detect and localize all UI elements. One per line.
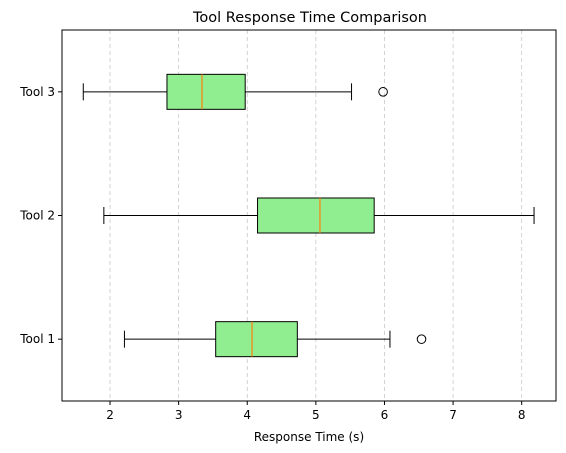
x-tick-label: 5 [312, 408, 320, 422]
box-plots [82, 73, 535, 358]
x-tick-label: 8 [518, 408, 526, 422]
y-axis-ticks: Tool 1 Tool 2 Tool 3 [19, 85, 62, 346]
iqr-box [166, 73, 246, 110]
x-tick-label: 3 [175, 408, 183, 422]
x-tick-label: 4 [243, 408, 251, 422]
x-axis-ticks: 2 3 4 5 6 7 8 [106, 401, 526, 422]
x-tick-label: 7 [449, 408, 457, 422]
iqr-box [215, 321, 298, 358]
y-tick-label: Tool 1 [19, 332, 55, 346]
box-tool-3 [82, 73, 388, 110]
y-tick-label: Tool 3 [19, 85, 55, 99]
outlier-point [416, 334, 427, 344]
x-tick-label: 6 [381, 408, 389, 422]
y-tick-label: Tool 2 [19, 209, 55, 223]
x-axis-label: Response Time (s) [254, 430, 364, 444]
outlier-point [378, 87, 388, 97]
iqr-box [257, 197, 375, 234]
chart-title: Tool Response Time Comparison [192, 10, 427, 26]
box-tool-2 [103, 197, 535, 234]
x-tick-label: 2 [106, 408, 114, 422]
box-tool-1 [123, 321, 427, 358]
